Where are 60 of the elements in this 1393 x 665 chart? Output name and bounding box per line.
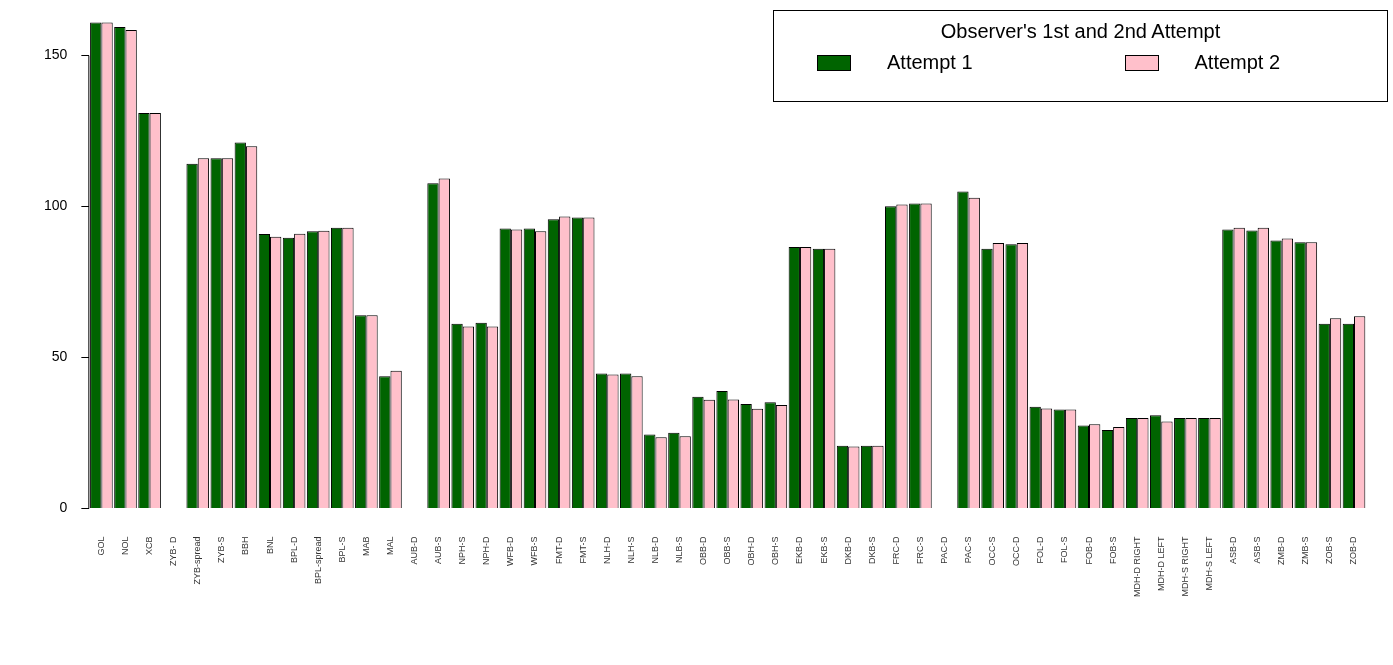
x-tick-label: MDH-S RIGHT [1179,536,1190,597]
y-tick-label: 100 [44,197,68,214]
x-tick-label: ZOB-D [1348,536,1359,565]
x-tick-label: NLH-S [625,536,636,564]
x-tick-label: NOL [119,536,130,556]
x-tick-label: PAC-S [963,536,974,564]
x-tick-label: NPH-S [457,536,468,565]
x-tick-label: WFB-S [529,536,540,566]
x-tick-label: BPL-D [288,536,299,564]
y-tick-label: 0 [59,499,68,516]
x-tick-label: OBB-D [698,536,709,566]
x-tick-label: NLB-D [649,536,660,564]
x-tick-label: BPL-spread [312,536,323,585]
x-tick-label: NLB-S [674,536,685,564]
x-tick-label: ZOB-S [1324,536,1335,565]
x-tick-label: WFB-D [505,536,516,567]
x-tick-label: FOL-D [1035,536,1046,564]
x-tick-label: ZYB- D [168,536,179,567]
x-tick-label: GOL [95,536,106,556]
x-tick-label: MDH-D LEFT [1155,536,1166,592]
x-tick-label: MDH-S LEFT [1203,536,1214,591]
y-tick-label: 150 [44,46,68,63]
x-tick-label: BBH [240,536,251,556]
x-tick-label: FOB-D [1083,536,1094,565]
x-tick-label: FOB-S [1107,536,1118,565]
legend-label: Attempt 1 [887,51,973,74]
x-tick-label: DKB-D [842,536,853,565]
x-tick-label: OCC-D [1011,536,1022,567]
x-tick-label: FRC-D [890,536,901,565]
x-tick-label: ZMB-D [1276,536,1287,566]
x-tick-label: MAL [384,536,395,556]
x-tick-label: EKB-S [818,536,829,564]
x-tick-label: ASB-D [1228,536,1239,565]
x-tick-label: OBH-D [746,536,757,566]
x-tick-label: BNL [264,536,275,555]
x-tick-label: OCC-S [987,536,998,566]
x-tick-label: NPH-D [481,536,492,566]
x-tick-label: MDH-D RIGHT [1131,536,1142,598]
x-tick-label: ZYB-spread [192,536,203,585]
x-tick-label: EKB-D [794,536,805,565]
legend-title: Observer's 1st and 2nd Attempt [939,20,1222,43]
x-tick-label: AUB-S [433,536,444,565]
x-tick-label: DKB-S [866,536,877,565]
legend-label: Attempt 2 [1194,51,1281,74]
x-tick-label: XCB [144,536,155,556]
x-tick-label: OBB-S [722,536,733,565]
x-tick-label: AUB-D [409,536,420,565]
y-tick-label: 50 [51,348,68,365]
x-tick-label: OBH-S [770,536,781,566]
x-tick-label: FMT-S [577,536,588,564]
x-tick-label: FMT-D [553,536,564,565]
x-tick-label: FOL-S [1059,536,1070,564]
x-tick-label: ASB-S [1252,536,1263,564]
x-tick-label: ZYB-S [216,536,227,564]
x-tick-label: BPL-S [336,536,347,563]
x-tick-label: ZMB-S [1300,536,1311,565]
x-tick-label: FRC-S [914,536,925,565]
x-tick-label: PAC-D [938,536,949,564]
x-tick-label: MAB [360,536,371,557]
x-tick-label: NLH-D [601,536,612,565]
